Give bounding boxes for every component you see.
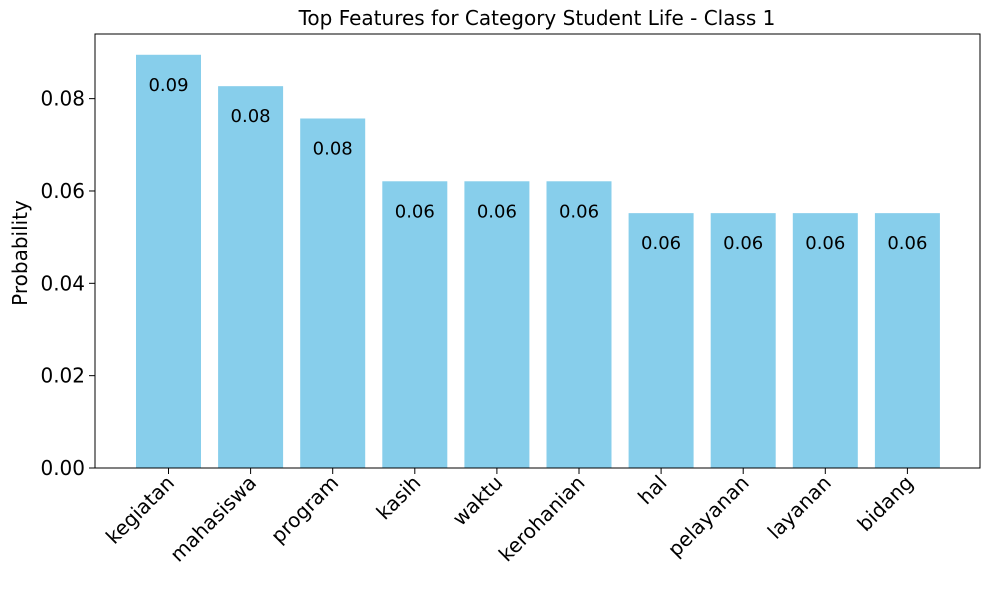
bar-kegiatan <box>136 54 201 468</box>
bar-hal <box>628 213 694 468</box>
y-axis-label: Probability <box>8 200 32 306</box>
bar-layanan <box>792 213 858 468</box>
bar-mahasiswa <box>218 86 284 469</box>
data-label: 0.06 <box>641 233 681 254</box>
x-tick-label: layanan <box>763 471 836 544</box>
bar-kerohanian <box>546 181 612 469</box>
x-tick-label: hal <box>633 471 672 510</box>
data-label: 0.06 <box>559 201 599 222</box>
x-tick-label: mahasiswa <box>165 471 261 567</box>
y-tick-label: 0.06 <box>40 179 85 203</box>
y-tick-labels: 0.00 0.02 0.04 0.06 0.08 <box>40 87 95 480</box>
x-tick-label: program <box>266 471 343 548</box>
data-label: 0.08 <box>231 106 271 127</box>
bar-bidang <box>874 213 940 468</box>
chart-title: Top Features for Category Student Life -… <box>298 6 776 30</box>
x-tick-label: bidang <box>852 471 917 536</box>
data-label: 0.06 <box>723 233 763 254</box>
y-tick-label: 0.02 <box>40 364 85 388</box>
bar-program <box>300 118 366 468</box>
data-label: 0.06 <box>805 233 845 254</box>
data-label: 0.06 <box>887 233 927 254</box>
x-tick-label: pelayanan <box>663 471 754 562</box>
bars-group: 0.09 0.08 0.08 0.06 0.06 0.06 0.06 0.06 0.06 0.06 <box>136 54 940 469</box>
x-tick-label: kegiatan <box>101 471 179 549</box>
data-label: 0.09 <box>148 75 188 96</box>
bar-waktu <box>464 181 530 469</box>
data-label: 0.06 <box>477 201 517 222</box>
x-tick-label: waktu <box>448 471 508 531</box>
bar-kasih <box>382 181 448 469</box>
bar-pelayanan <box>710 213 776 468</box>
data-label: 0.08 <box>313 138 353 159</box>
y-tick-label: 0.08 <box>40 87 85 111</box>
data-label: 0.06 <box>395 201 435 222</box>
x-tick-label: kasih <box>371 471 425 525</box>
y-tick-label: 0.00 <box>40 456 85 480</box>
plot-frame <box>94 33 981 469</box>
x-tick-label: kerohanian <box>494 471 590 567</box>
y-tick-label: 0.04 <box>40 271 85 295</box>
